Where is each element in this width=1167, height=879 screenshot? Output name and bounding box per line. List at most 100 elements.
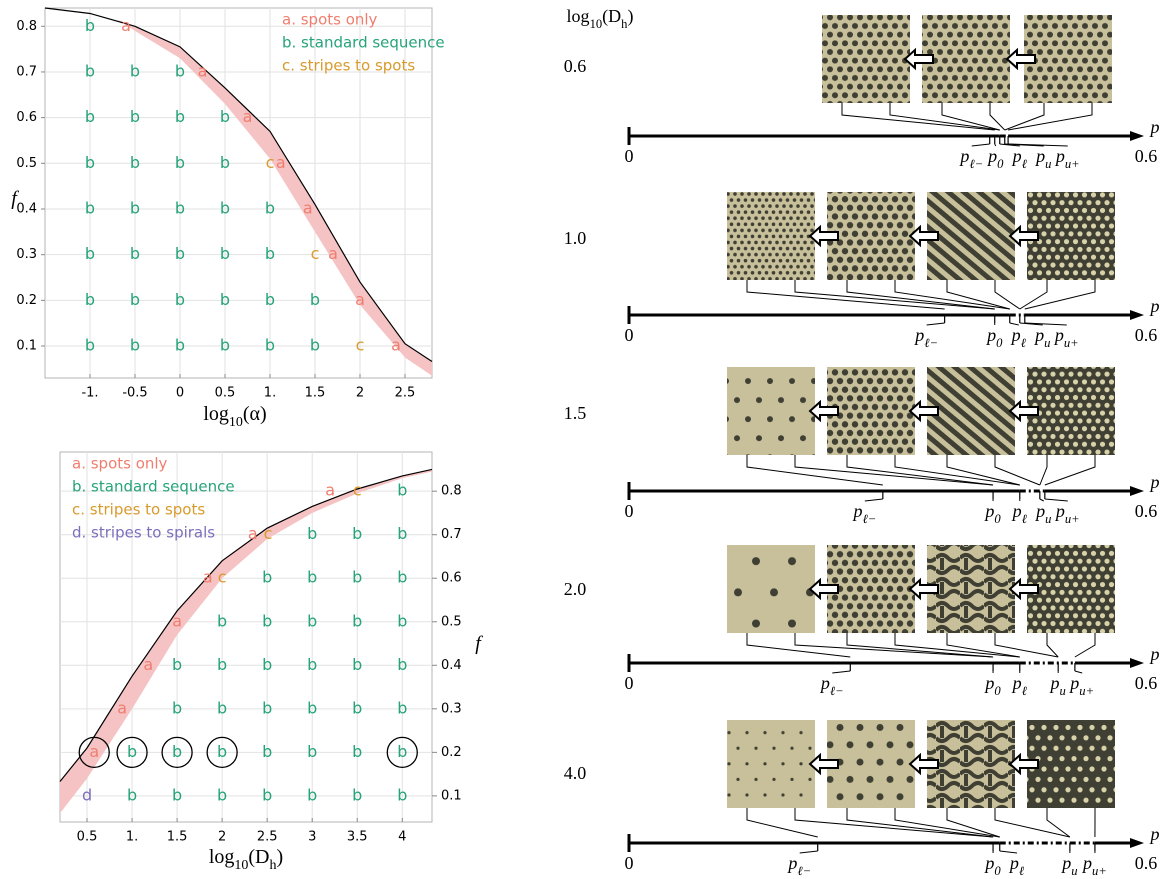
point-marker: b xyxy=(262,568,272,587)
y-tick-label: 0.8 xyxy=(16,19,37,34)
diagram-header: log10(Dh) xyxy=(567,6,634,31)
point-marker: b xyxy=(217,698,227,717)
connector xyxy=(847,455,993,485)
point-marker: b xyxy=(352,568,362,587)
point-marker: b xyxy=(352,655,362,674)
connector xyxy=(1008,103,1092,130)
point-marker: b xyxy=(397,524,407,543)
p-marker-label: pℓ− xyxy=(851,501,876,526)
point-marker: b xyxy=(175,107,185,126)
row-label: 4.0 xyxy=(564,763,587,783)
p-tick-label: 0 xyxy=(625,325,634,345)
pattern-image xyxy=(1027,367,1115,455)
point-marker: b xyxy=(220,153,230,172)
point-marker: b xyxy=(175,244,185,263)
y-tick-label: 0.7 xyxy=(16,64,37,79)
p-tick-label: 0 xyxy=(625,501,634,521)
point-marker: c xyxy=(311,244,320,263)
x-tick-label: 0.5 xyxy=(77,830,98,845)
point-marker: b xyxy=(307,524,317,543)
point-marker: b xyxy=(265,336,275,355)
pattern-image xyxy=(927,192,1015,280)
x-tick-label: 1. xyxy=(126,830,138,845)
p-marker-label: pℓ xyxy=(1011,146,1027,171)
x-axis-label: log10(α) xyxy=(203,403,266,430)
p-axis-label: p xyxy=(1149,644,1160,664)
pattern-image xyxy=(927,367,1015,455)
x-tick-label: -0.5 xyxy=(122,386,147,401)
point-marker: b xyxy=(130,107,140,126)
point-marker: b xyxy=(265,198,275,217)
p-axis-arrowhead xyxy=(1130,658,1144,668)
connector xyxy=(1045,455,1095,485)
point-marker: b xyxy=(172,655,182,674)
p-marker-label: pu xyxy=(1033,325,1050,350)
y-tick-label: 0.4 xyxy=(441,658,462,673)
point-marker: b xyxy=(130,290,140,309)
p-tick-label: 0.6 xyxy=(1135,146,1158,166)
point-marker: b xyxy=(85,198,95,217)
y-tick-label: 0.2 xyxy=(441,745,462,760)
point-marker: a xyxy=(198,61,208,80)
x-tick-label: 1. xyxy=(264,386,276,401)
y-tick-label: 0.6 xyxy=(16,110,37,125)
p-marker-label: pu+ xyxy=(1054,146,1080,171)
point-marker: b xyxy=(307,655,317,674)
x-tick-label: 3.5 xyxy=(347,830,368,845)
point-marker: b xyxy=(85,16,95,35)
point-marker: b xyxy=(130,153,140,172)
p-tick-label: 0.6 xyxy=(1135,501,1158,521)
point-marker: a xyxy=(248,524,258,543)
pattern-image xyxy=(827,192,915,280)
point-marker: b xyxy=(397,568,407,587)
point-marker: b xyxy=(130,61,140,80)
point-marker: b xyxy=(85,290,95,309)
legend-entry: a. spots only xyxy=(72,455,168,473)
pattern-image xyxy=(827,367,915,455)
p-marker-label: pℓ− xyxy=(786,853,811,878)
y-tick-label: 0.1 xyxy=(441,788,462,803)
legend-entry: b. standard sequence xyxy=(282,34,445,52)
point-marker: b xyxy=(175,61,185,80)
point-marker: b xyxy=(217,742,227,761)
p-marker-label: pu xyxy=(1060,853,1077,878)
p-marker-label: pu+ xyxy=(1081,853,1107,878)
p-tick-label: 0.6 xyxy=(1135,853,1158,873)
p-marker-label: p0 xyxy=(983,853,1001,878)
point-marker: b xyxy=(220,244,230,263)
p-marker-label: pu xyxy=(1049,673,1066,698)
point-marker: a xyxy=(89,742,99,761)
point-marker: a xyxy=(325,481,335,500)
p-axis-arrowhead xyxy=(1130,131,1144,141)
p-marker-label: p0 xyxy=(983,673,1001,698)
point-marker: b xyxy=(127,785,137,804)
p-marker-label: pℓ− xyxy=(819,673,844,698)
pattern-image xyxy=(927,720,1015,808)
point-marker: b xyxy=(310,336,320,355)
point-marker: b xyxy=(397,481,407,500)
y-tick-label: 0.4 xyxy=(16,201,37,216)
point-marker: b xyxy=(85,244,95,263)
y-tick-label: 0.3 xyxy=(16,247,37,262)
p-marker-label: pℓ− xyxy=(958,146,983,171)
y-tick-label: 0.2 xyxy=(16,293,37,308)
legend-entry: c. stripes to spots xyxy=(282,57,415,75)
point-marker: c xyxy=(266,153,275,172)
legend-entry: c. stripes to spots xyxy=(72,501,205,519)
point-marker: b xyxy=(175,198,185,217)
point-marker: b xyxy=(307,568,317,587)
connector xyxy=(847,633,993,657)
point-marker: b xyxy=(175,290,185,309)
x-tick-label: 2.5 xyxy=(395,386,416,401)
x-tick-label: -1. xyxy=(81,386,98,401)
point-marker: b xyxy=(307,742,317,761)
figure: -1.-0.500.51.1.522.50.10.20.30.40.50.60.… xyxy=(0,0,1167,879)
point-marker: b xyxy=(262,785,272,804)
point-marker: b xyxy=(262,698,272,717)
p-axis-arrowhead xyxy=(1130,838,1144,848)
p-marker-label: pℓ xyxy=(1011,673,1027,698)
point-marker: b xyxy=(307,698,317,717)
connector xyxy=(1047,633,1058,657)
point-marker: b xyxy=(262,611,272,630)
point-marker: c xyxy=(353,481,362,500)
